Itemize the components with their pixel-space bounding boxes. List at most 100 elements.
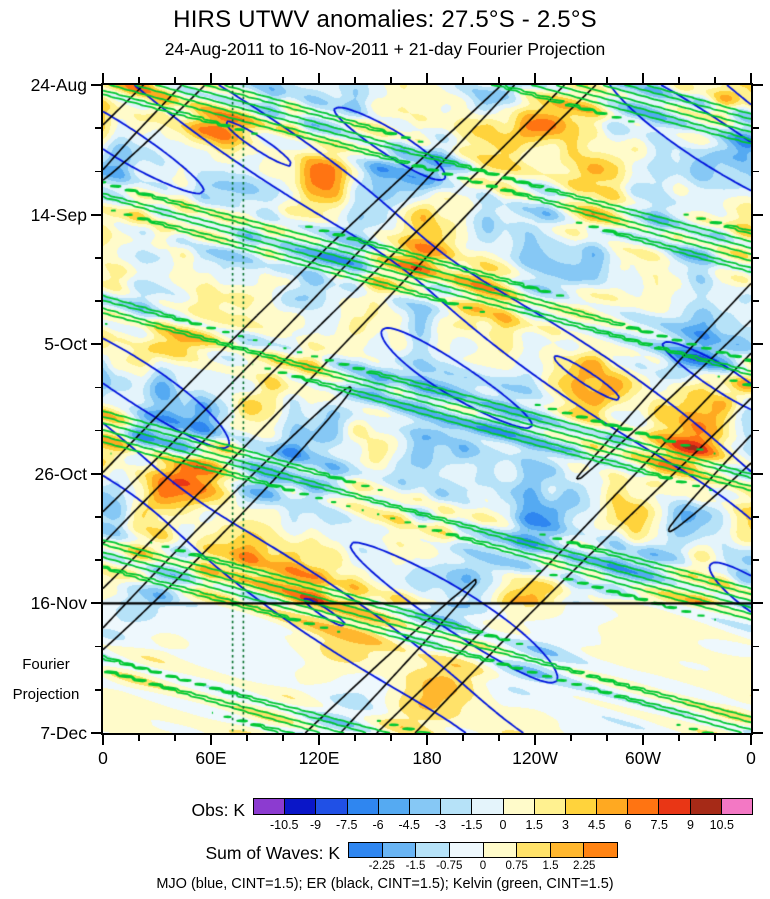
colorbar-tick-label: 1.5 (525, 818, 543, 832)
axis-tick (753, 645, 759, 648)
axis-tick (534, 735, 536, 745)
colorbar-box (564, 798, 598, 815)
axis-tick (753, 602, 763, 605)
colorbar-tick-label: -0.75 (436, 860, 463, 872)
colorbar-box (583, 842, 618, 858)
axis-tick (678, 735, 680, 741)
colorbar-box (408, 798, 442, 815)
obs-colorbar-tick-labels: -10.5 -9 -7.5 -6 -4.5 -3 -1.5 0 1.5 3 4.5 6 7.5 9 10.5 (253, 818, 753, 832)
colorbar-box (627, 798, 660, 815)
y-tick-label: 5-Oct (44, 334, 87, 355)
axis-tick (753, 257, 759, 259)
fourier-label-line1: Fourier (22, 656, 70, 673)
colorbar-tick-label: -4.5 (398, 818, 421, 832)
axis-tick (210, 73, 212, 83)
axis-tick (753, 300, 759, 302)
fourier-label-line2: Projection (12, 686, 80, 703)
axis-tick (318, 735, 320, 745)
contour-legend-caption: MJO (blue, CINT=1.5); ER (black, CINT=1.… (156, 876, 614, 892)
colorbar-tick-label: -2.25 (368, 860, 395, 872)
axis-tick (354, 735, 356, 741)
axis-tick (210, 735, 212, 745)
axis-tick (714, 735, 716, 741)
axis-tick (426, 73, 428, 83)
x-tick-label: 0 (746, 748, 756, 768)
colorbar-box (658, 798, 691, 815)
axis-tick (91, 84, 101, 86)
colorbar-tick-label: 9 (687, 818, 694, 832)
colorbar-tick-label: 10.5 (709, 818, 734, 832)
colorbar-tick-label: 1.5 (542, 860, 559, 872)
colorbar-box (502, 798, 535, 815)
colorbar-box (689, 798, 722, 815)
colorbar-box (348, 842, 383, 858)
axis-tick (174, 735, 176, 741)
colorbar-box (377, 798, 410, 815)
axis-tick (246, 735, 248, 741)
obs-colorbar-label: Obs: K (191, 800, 246, 820)
axis-tick (642, 735, 644, 745)
axis-tick (91, 343, 101, 346)
colorbar-box (549, 842, 585, 858)
colorbar-tick-label: 0 (499, 818, 507, 832)
axis-tick (498, 735, 500, 741)
axis-tick (570, 735, 572, 741)
axis-tick (102, 735, 104, 745)
anomaly-field-canvas (103, 85, 751, 733)
colorbar-box (516, 842, 551, 858)
fourier-projection-label: Fourier Projection (2, 650, 90, 710)
colorbar-box (381, 842, 417, 858)
x-tick-label: 0 (98, 748, 108, 768)
colorbar-box (284, 798, 317, 815)
colorbar-box (253, 798, 286, 815)
axis-tick (753, 127, 759, 129)
axis-tick (318, 73, 320, 83)
axis-tick (753, 559, 759, 561)
colorbar-box (315, 798, 348, 815)
colorbar-tick-label: -10.5 (270, 818, 299, 832)
x-tick-label: 120W (512, 748, 558, 768)
colorbar-tick-label: -6 (372, 818, 384, 832)
colorbar-tick-label: 4.5 (588, 818, 606, 832)
waves-colorbar-label: Sum of Waves: K (205, 843, 340, 863)
colorbar-tick-label: 7.5 (650, 818, 668, 832)
axis-tick (753, 472, 763, 475)
colorbar-box (346, 798, 379, 815)
y-tick-label: 24-Aug (30, 75, 87, 95)
colorbar-tick-label: -1.5 (460, 818, 483, 832)
axis-tick (750, 735, 752, 745)
axis-tick (753, 429, 759, 432)
colorbar-tick-label: 0 (479, 860, 487, 872)
axis-tick (753, 213, 763, 216)
colorbar-box (440, 798, 473, 815)
axis-tick (102, 73, 104, 83)
waves-colorbar (348, 842, 618, 858)
axis-tick (642, 73, 644, 83)
axis-tick (753, 689, 759, 691)
x-tick-label: 60E (195, 748, 227, 768)
axis-tick (91, 213, 101, 216)
axis-tick (753, 84, 763, 86)
colorbar-tick-label: 3 (562, 818, 569, 832)
colorbar-tick-label: -1.5 (405, 860, 426, 872)
axis-tick (390, 735, 392, 741)
colorbar-tick-label: 6 (624, 818, 632, 832)
axis-tick (282, 735, 284, 741)
waves-colorbar-tick-labels: -2.25 -1.5 -0.75 0 0.75 1.5 2.25 (348, 860, 618, 874)
colorbar-tick-label: -7.5 (335, 818, 358, 832)
axis-tick (753, 170, 759, 173)
colorbar-box (533, 798, 566, 815)
colorbar-box (415, 842, 450, 858)
y-tick-label: 14-Sep (30, 204, 87, 225)
colorbar-box (471, 798, 504, 815)
colorbar-tick-label: 0.75 (505, 860, 528, 872)
axis-tick (753, 516, 759, 518)
axis-tick (753, 343, 763, 346)
plot-area (101, 83, 753, 735)
colorbar-box (448, 842, 484, 858)
axis-tick (426, 735, 428, 745)
axis-tick (753, 732, 763, 734)
axis-tick (91, 602, 101, 605)
axis-tick (91, 732, 101, 734)
axis-tick (753, 386, 759, 389)
